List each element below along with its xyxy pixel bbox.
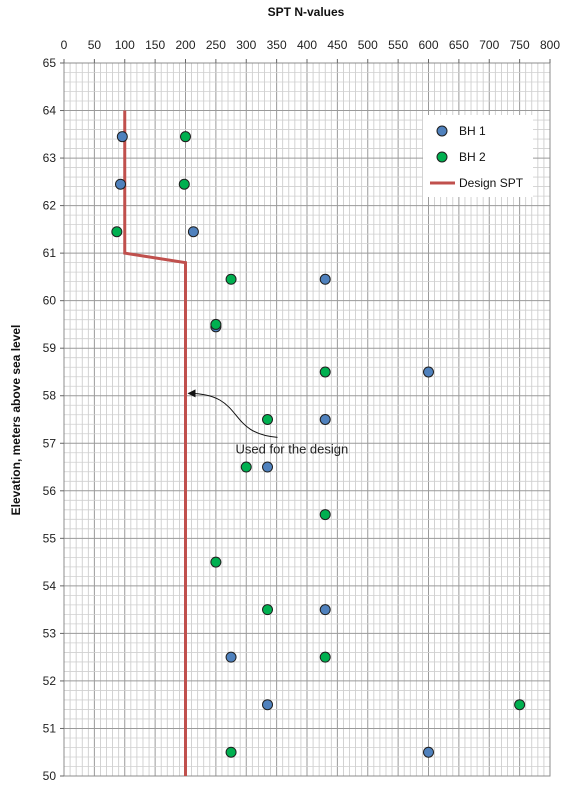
y-tick-label: 57 [43,436,57,450]
bh-2-point [319,509,331,521]
y-tick-label: 56 [43,484,57,498]
bh-1-point [319,604,331,616]
y-tick-label: 50 [43,769,57,783]
bh-1-point [319,273,331,285]
x-tick-label: 150 [145,38,165,52]
bh-2-point [319,651,331,663]
annotation-layer: Used for the design [187,389,349,456]
annotation-arrow [187,389,278,438]
bh-2-point [514,699,526,711]
bh-1-point [423,366,434,378]
bh-2-point [210,556,222,568]
bh-1-point [225,651,237,663]
legend: BH 1 BH 2 Design SPT [423,115,533,197]
y-tick-label: 54 [43,579,57,593]
x-tick-label: 400 [297,38,317,52]
y-tick-label: 59 [43,341,57,355]
x-tick-label: 800 [540,38,560,52]
legend-marker [436,151,448,163]
x-tick-label: 200 [175,38,195,52]
y-tick-label: 63 [43,151,57,165]
bh-2-point [225,746,237,758]
y-tick-label: 58 [43,389,57,403]
bh-2-point [178,178,190,190]
bh-1-point [262,699,274,711]
bh-1-point [262,461,274,473]
legend-marker [436,125,448,137]
bh-2-point [210,318,222,330]
bh-1-point [319,414,331,425]
bh-2-point [240,461,252,473]
x-tick-label: 450 [327,38,347,52]
y-tick-label: 60 [43,294,57,308]
bh-1-point [187,226,199,238]
legend-label: BH 1 [459,124,486,138]
x-tick-label: 350 [267,38,287,52]
x-tick-label: 700 [479,38,499,52]
y-tick-label: 55 [43,531,57,545]
bh-2-point [180,131,191,143]
bh-2-point [262,604,274,616]
x-tick-label: 100 [115,38,135,52]
chart-title: SPT N-values [268,5,345,19]
series-layer [111,110,526,776]
x-tick-label: 250 [206,38,226,52]
y-tick-label: 51 [43,721,57,735]
x-tick-label: 0 [61,38,68,52]
y-axis-title: Elevation, meters above sea level [9,325,23,516]
x-axis-ticks: 0 50 100 150 200 250 300 350 400 450 500 550 600 650 7… [61,38,560,63]
legend-items: BH 1 BH 2 Design SPT [430,124,524,190]
legend-label: Design SPT [459,176,524,190]
annotation-text: Used for the design [236,441,349,456]
bh-2-point [262,414,274,425]
bh-1-point [116,131,128,143]
x-tick-label: 600 [418,38,438,52]
bh-1-point [114,178,126,190]
bh-2-point [111,226,123,238]
y-tick-label: 53 [43,626,57,640]
legend-label: BH 2 [459,150,486,164]
bh-2-point [225,273,237,285]
y-axis-ticks: 50 51 52 53 54 55 56 57 58 59 60 61 62 63 64 65 [43,56,64,783]
x-tick-label: 650 [449,38,469,52]
x-tick-label: 500 [358,38,378,52]
x-tick-label: 300 [236,38,256,52]
x-tick-label: 750 [510,38,530,52]
y-tick-label: 61 [43,246,57,260]
y-tick-label: 64 [43,104,57,118]
y-tick-label: 62 [43,199,57,213]
x-tick-label: 50 [88,38,102,52]
y-tick-label: 52 [43,674,57,688]
bh-1-point [423,746,434,758]
x-tick-label: 550 [388,38,408,52]
y-tick-label: 65 [43,56,57,70]
bh-2-point [319,366,331,378]
